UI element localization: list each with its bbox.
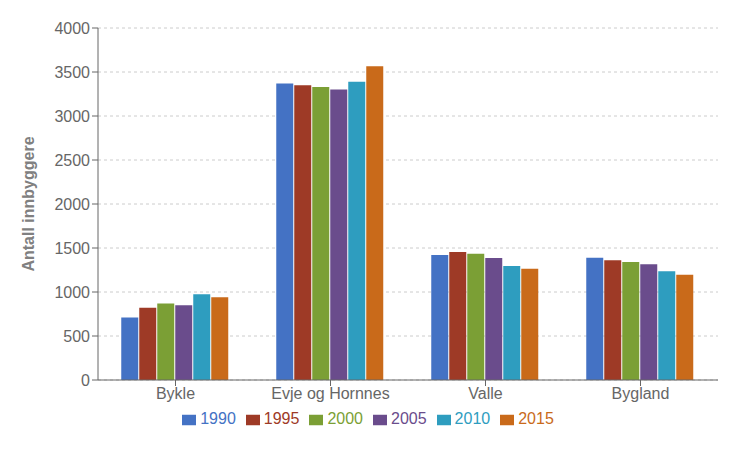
svg-text:2500: 2500 — [54, 152, 90, 169]
html-text:1995: 1995 — [263, 410, 300, 427]
html-text:2005: 2005 — [391, 410, 427, 427]
svg-text:1000: 1000 — [54, 284, 90, 301]
html-text:2000: 2000 — [327, 410, 363, 427]
svg-text:4000: 4000 — [54, 20, 90, 37]
svg-text:2000: 2000 — [54, 196, 90, 213]
svg-text:3500: 3500 — [54, 64, 90, 81]
svg-text:0: 0 — [81, 372, 90, 389]
html-text:2015: 2015 — [518, 410, 554, 427]
svg-text:Antall innbyggere: Antall innbyggere — [20, 136, 37, 271]
svg-text:1500: 1500 — [54, 240, 90, 257]
svg-text:Valle: Valle — [468, 385, 502, 402]
html-text:2010: 2010 — [454, 410, 491, 427]
svg-text:500: 500 — [63, 328, 90, 345]
svg-text:Bykle: Bykle — [156, 385, 195, 402]
svg-text:Bygland: Bygland — [612, 385, 670, 402]
svg-text:3000: 3000 — [54, 108, 90, 125]
html-text:1990: 1990 — [200, 410, 236, 427]
svg-text:Evje og Hornnes: Evje og Hornnes — [271, 385, 389, 402]
